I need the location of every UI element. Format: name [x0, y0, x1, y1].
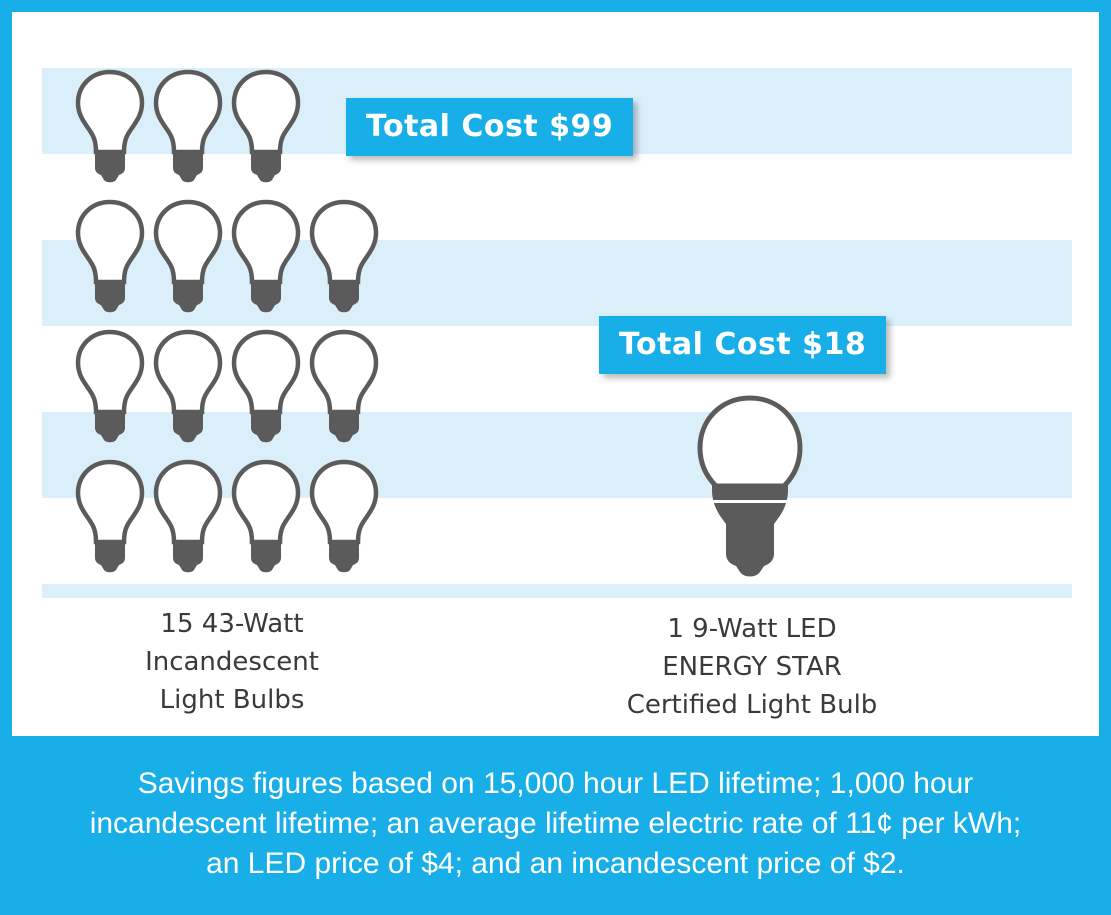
- caption-line: Certified Light Bulb: [626, 690, 878, 720]
- footer-line: incandescent lifetime; an average lifeti…: [89, 807, 1022, 840]
- incandescent-bulb-icon: [75, 69, 145, 183]
- led-bulb-icon: [697, 395, 803, 577]
- led-total-cost-label: Total Cost $18: [599, 316, 887, 374]
- incandescent-bulb-icon: [309, 459, 379, 573]
- led-caption: 1 9-Watt LED ENERGY STAR Certified Light…: [592, 610, 912, 724]
- incandescent-bulb-icon: [309, 329, 379, 443]
- caption-line: Incandescent: [145, 647, 319, 677]
- incandescent-caption: 15 43-Watt Incandescent Light Bulbs: [112, 605, 352, 719]
- incandescent-bulb-icon: [309, 199, 379, 313]
- incandescent-bulb-icon: [75, 199, 145, 313]
- incandescent-bulb-icon: [75, 329, 145, 443]
- footer-line: an LED price of $4; and an incandescent …: [206, 847, 905, 880]
- footer-note: Savings figures based on 15,000 hour LED…: [0, 736, 1111, 915]
- caption-line: 15 43-Watt: [160, 609, 304, 639]
- incandescent-bulb-icon: [153, 459, 223, 573]
- incandescent-bulb-icon: [153, 199, 223, 313]
- footer-line: Savings figures based on 15,000 hour LED…: [137, 767, 974, 800]
- footer-text: Savings figures based on 15,000 hour LED…: [0, 764, 1111, 884]
- incandescent-bulb-icon: [231, 199, 301, 313]
- incandescent-bulb-grid: [12, 12, 1099, 903]
- caption-line: ENERGY STAR: [662, 652, 842, 682]
- incandescent-bulb-icon: [231, 459, 301, 573]
- incandescent-bulb-icon: [153, 69, 223, 183]
- incandescent-bulb-icon: [231, 69, 301, 183]
- background-stripe: [42, 584, 1072, 598]
- incandescent-bulb-icon: [153, 329, 223, 443]
- incandescent-bulb-icon: [75, 459, 145, 573]
- incandescent-bulb-icon: [231, 329, 301, 443]
- caption-line: Light Bulbs: [159, 685, 305, 715]
- incandescent-total-cost-label: Total Cost $99: [346, 98, 634, 156]
- caption-line: 1 9-Watt LED: [667, 614, 837, 644]
